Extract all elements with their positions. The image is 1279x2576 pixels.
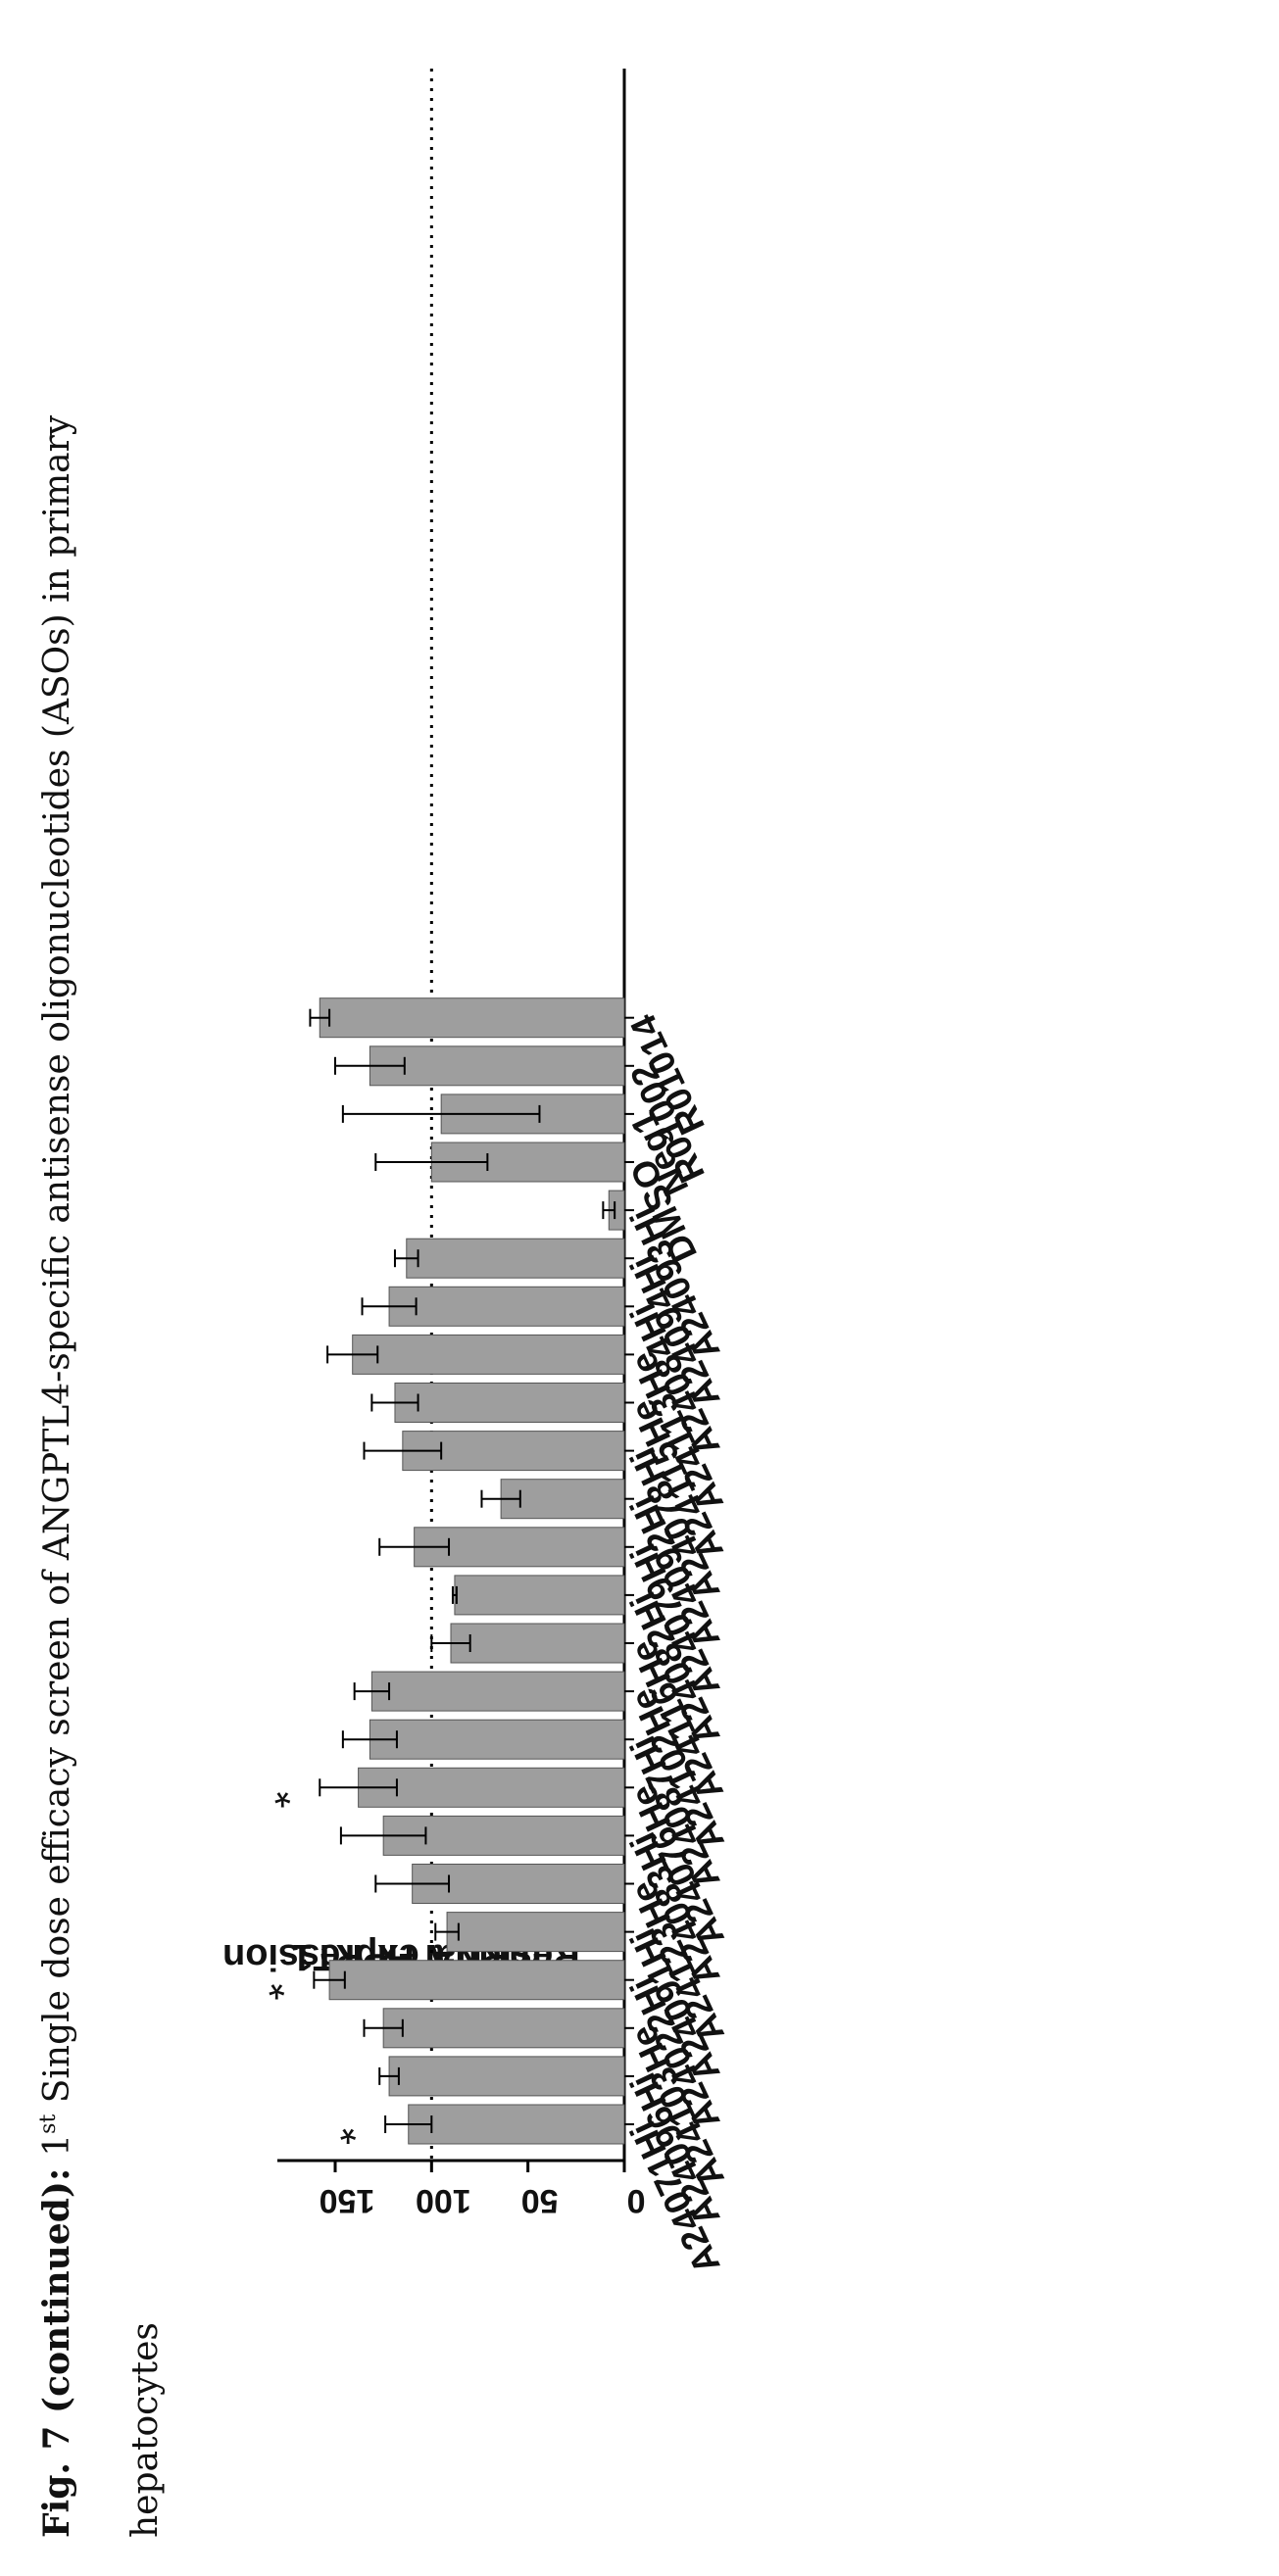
significance-star-A24076He: * bbox=[274, 1768, 291, 1816]
bar-A24102He bbox=[370, 1671, 625, 1712]
bar-R01014 bbox=[319, 997, 625, 1039]
caption-ordinal-suffix: st bbox=[36, 2114, 61, 2134]
bar-A24092Hi bbox=[500, 1479, 625, 1520]
bar-R01002 bbox=[369, 1045, 625, 1087]
bar-A24103He bbox=[382, 2008, 625, 2049]
value-tick-label-150: 150 bbox=[320, 2182, 375, 2219]
bar-A24091Hi bbox=[446, 1912, 625, 1953]
bar-A24082Hi bbox=[454, 1575, 625, 1616]
bar-A24071Hi bbox=[408, 2104, 625, 2145]
bar-A24087Hi bbox=[369, 1719, 625, 1760]
value-tick-label-50: 50 bbox=[521, 2182, 559, 2219]
caption-figure-label: Fig. 7 (continued): bbox=[36, 2168, 77, 2538]
bar-A24022Hi bbox=[328, 1960, 625, 2001]
value-tick-label-100: 100 bbox=[416, 2182, 471, 2219]
bar-A24076He bbox=[358, 1767, 625, 1808]
caption-text: Single dose efficacy screen of ANGPTL4-s… bbox=[37, 414, 77, 2114]
significance-star-A24022Hi: * bbox=[269, 1961, 285, 2009]
bar-A24084Hi bbox=[388, 1286, 625, 1327]
bar-A24096Hi bbox=[388, 2056, 625, 2097]
bar-A24115He bbox=[394, 1383, 625, 1423]
bar-A24094Hi bbox=[406, 1238, 625, 1279]
caption-line-1: Fig. 7 (continued): 1st Single dose effic… bbox=[36, 414, 77, 2538]
bar-A24113He bbox=[352, 1334, 625, 1375]
significance-star-A24071Hi: * bbox=[340, 2105, 357, 2153]
caption-line-2: hepatocytes bbox=[125, 2322, 166, 2538]
caption-ordinal: 1 bbox=[37, 2134, 77, 2157]
value-tick-label-0: 0 bbox=[627, 2182, 646, 2219]
bar-A24116He bbox=[450, 1623, 625, 1664]
figure-caption-line-2: hepatocytes bbox=[125, 2322, 166, 2538]
figure-caption: Fig. 7 (continued): 1st Single dose effic… bbox=[36, 414, 77, 2538]
